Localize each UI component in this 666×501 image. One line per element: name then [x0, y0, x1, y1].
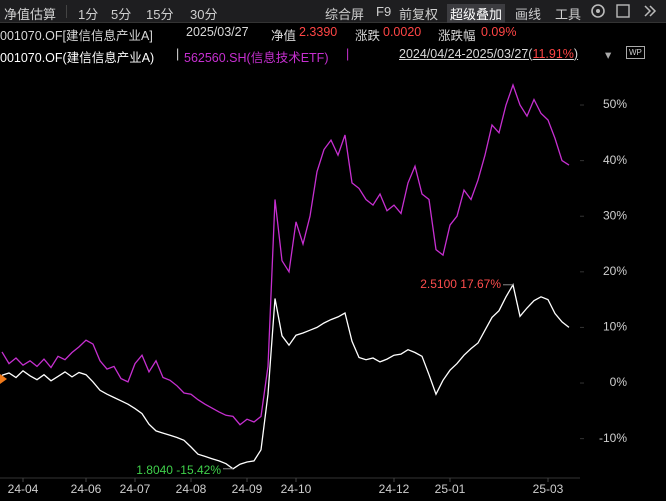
- y-tick-label: -10%: [599, 431, 627, 445]
- y-tick-label: 20%: [603, 264, 627, 278]
- pct: 0.09%: [481, 25, 517, 39]
- legend-row: 001070.OF(建信信息产业A) | 562560.SH(信息技术ETF) …: [0, 44, 666, 65]
- y-tick-label: 40%: [603, 153, 627, 167]
- tool[interactable]: 工具: [555, 7, 582, 22]
- series-line: [1, 83, 570, 426]
- pct-label: 涨跌幅: [438, 29, 476, 43]
- y-tick-label: 10%: [603, 320, 627, 334]
- period-dates: 2024/04/24-2025/03/27(: [399, 47, 533, 61]
- wp-badge[interactable]: WP: [626, 46, 645, 59]
- toolbar-icons: [591, 4, 657, 18]
- tool[interactable]: 前复权: [399, 7, 439, 22]
- tab[interactable]: 30分: [190, 7, 218, 22]
- toolbar: 净值估算 1分 5分 15分 30分 综合屏 F9 前复权 超级叠加 画线 工具: [0, 0, 666, 23]
- value-label: 1.8040 -15.42%: [136, 463, 221, 477]
- period[interactable]: 2024/04/24-2025/03/27(11.91%): [399, 47, 578, 61]
- x-tick-label: 24-12: [379, 482, 410, 496]
- value-label: 2.5100 17.67%: [420, 277, 501, 291]
- period-close: ): [573, 47, 579, 61]
- nav: 2.3390: [299, 25, 338, 39]
- tab[interactable]: 1分: [78, 7, 99, 22]
- info-row: 001070.OF[建信信息产业A] 2025/03/27 净值 2.3390 …: [0, 22, 666, 43]
- tool[interactable]: 综合屏: [325, 7, 365, 22]
- x-tick-label: 24-09: [232, 482, 263, 496]
- legend-separator: |: [176, 47, 180, 61]
- x-tick-label: 25-01: [435, 482, 466, 496]
- x-tick-label: 24-08: [176, 482, 207, 496]
- tab[interactable]: 净值估算: [4, 7, 57, 22]
- y-tick-label: 30%: [603, 208, 627, 222]
- x-tick-label: 24-04: [8, 482, 39, 496]
- change-label: 涨跌: [355, 29, 381, 43]
- nav-label: 净值: [271, 29, 297, 43]
- x-tick-label: 24-06: [71, 482, 102, 496]
- tool[interactable]: 超级叠加: [447, 4, 506, 23]
- legend-separator: |: [346, 47, 350, 61]
- change: 0.0020: [383, 25, 422, 39]
- x-tick-label: 24-10: [281, 482, 312, 496]
- separator: [66, 5, 67, 18]
- tool[interactable]: F9: [376, 4, 392, 19]
- legend-entry[interactable]: 001070.OF(建信信息产业A): [0, 51, 155, 65]
- settings-icon-dot: [596, 9, 600, 13]
- y-tick-label: 50%: [603, 97, 627, 111]
- expand-icon[interactable]: [644, 5, 657, 17]
- tool[interactable]: 画线: [515, 7, 542, 22]
- date: 2025/03/27: [186, 25, 249, 39]
- fund-code: 001070.OF[建信信息产业A]: [0, 29, 153, 43]
- series-line: [1, 283, 570, 470]
- period-change: 11.91%: [532, 47, 574, 61]
- tab[interactable]: 15分: [146, 7, 174, 22]
- x-tick-label: 25-03: [533, 482, 564, 496]
- x-tick-label: 24-07: [120, 482, 151, 496]
- tab[interactable]: 5分: [111, 7, 132, 22]
- settings-icon[interactable]: [591, 4, 605, 18]
- start-marker: [0, 374, 7, 384]
- window-icon[interactable]: [616, 4, 630, 18]
- dropdown-icon[interactable]: ▾: [605, 48, 612, 62]
- y-tick-label: 0%: [610, 375, 628, 389]
- legend-entry[interactable]: 562560.SH(信息技术ETF): [184, 51, 329, 65]
